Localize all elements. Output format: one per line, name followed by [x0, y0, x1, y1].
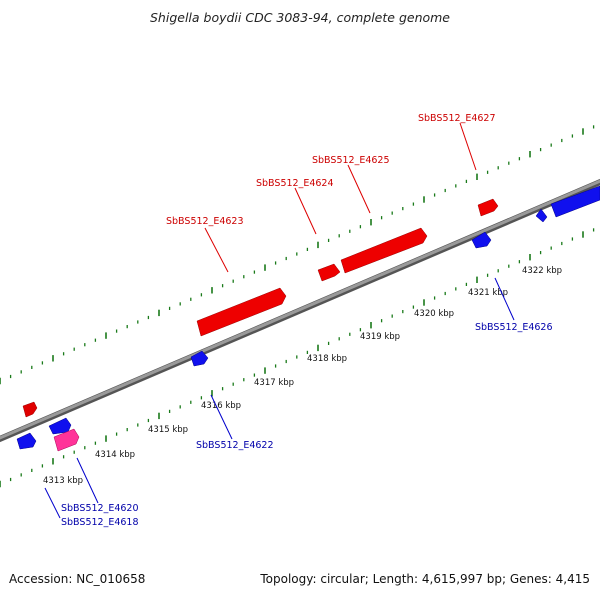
tick-labels: 4313 kbp 4314 kbp 4315 kbp 4316 kbp 4317… [43, 266, 562, 486]
tick-label: 4320 kbp [414, 309, 454, 319]
leader-e4625 [347, 164, 371, 214]
accession-text: Accession: NC_010658 [9, 572, 146, 586]
tick-label: 4316 kbp [201, 401, 241, 411]
map-title: Shigella boydii CDC 3083-94, complete ge… [150, 10, 450, 25]
gene-arrow-reverse-e4622[interactable] [190, 350, 209, 367]
gene-arrow-forward-e4627[interactable] [477, 198, 499, 217]
reverse-genes [16, 185, 600, 450]
leader-e4626 [494, 277, 515, 321]
tick-label: 4319 kbp [360, 332, 400, 342]
gene-arrow-reverse[interactable] [535, 208, 548, 223]
gene-label-e4623[interactable]: SbBS512_E4623 [166, 216, 244, 227]
gene-label-e4625[interactable]: SbBS512_E4625 [312, 155, 390, 166]
leader-e4623 [204, 227, 229, 273]
gene-label-e4622[interactable]: SbBS512_E4622 [196, 440, 274, 451]
gene-arrow-e4618[interactable] [53, 428, 80, 452]
gene-arrow-forward-e4624[interactable] [317, 263, 341, 282]
tick-label: 4314 kbp [95, 450, 135, 460]
tick-label: 4317 kbp [254, 378, 294, 388]
genome-summary-text: Topology: circular; Length: 4,615,997 bp… [260, 572, 590, 586]
genome-backbone [0, 179, 600, 440]
gene-label-e4624[interactable]: SbBS512_E4624 [256, 178, 334, 189]
label-leaders [44, 122, 515, 519]
gene-arrow-reverse-e4626[interactable] [471, 231, 492, 249]
gene-label-e4626[interactable]: SbBS512_E4626 [475, 322, 553, 333]
tick-label: 4315 kbp [148, 425, 188, 435]
leader-e4618 [44, 487, 61, 519]
leader-e4620 [76, 457, 99, 504]
forward-genes [22, 198, 499, 418]
tick-label: 4322 kbp [522, 266, 562, 276]
gene-arrow-reverse-e4620[interactable] [48, 417, 72, 435]
gene-labels: SbBS512_E4623 SbBS512_E4624 SbBS512_E462… [61, 113, 553, 528]
gene-label-e4627[interactable]: SbBS512_E4627 [418, 113, 496, 124]
gene-arrow-reverse[interactable] [16, 432, 37, 450]
gene-label-e4620[interactable]: SbBS512_E4620 [61, 503, 139, 514]
upper-tick-track [0, 125, 595, 385]
gene-arrow-forward-e4623[interactable] [196, 287, 287, 337]
gene-label-e4618[interactable]: SbBS512_E4618 [61, 517, 139, 528]
gene-arrow-forward[interactable] [22, 401, 38, 418]
tick-label: 4318 kbp [307, 354, 347, 364]
leader-e4627 [459, 122, 477, 171]
gene-arrow-reverse[interactable] [550, 185, 600, 218]
gene-arrow-forward-e4625[interactable] [340, 227, 428, 274]
leader-e4624 [294, 187, 317, 235]
tick-label: 4313 kbp [43, 476, 83, 486]
leader-e4622 [210, 394, 233, 440]
tick-label: 4321 kbp [468, 288, 508, 298]
lower-tick-track [0, 228, 595, 488]
